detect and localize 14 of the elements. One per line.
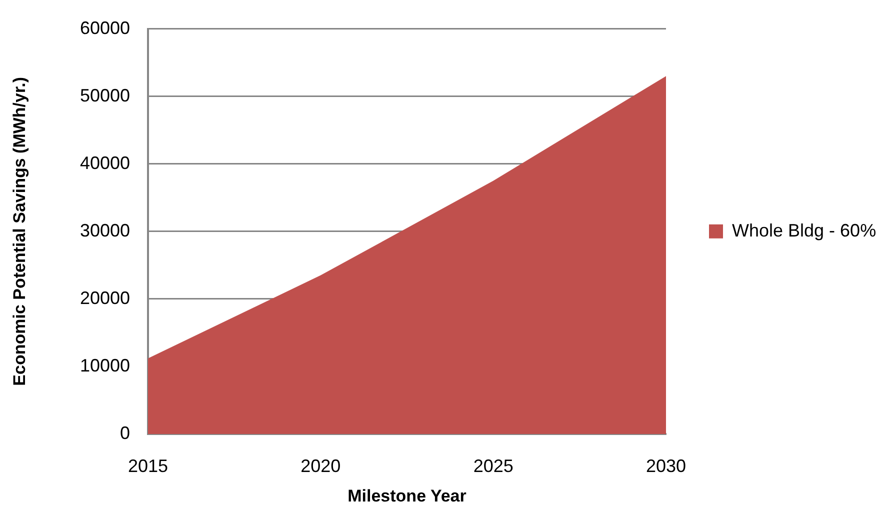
y-tick-label: 30000 — [80, 220, 130, 240]
y-axis-title: Economic Potential Savings (MWh/yr.) — [10, 76, 29, 386]
y-tick-label: 10000 — [80, 355, 130, 376]
x-tick-label: 2030 — [646, 456, 686, 476]
legend-label: Whole Bldg - 60% — [732, 220, 876, 240]
y-tick-label: 0 — [120, 422, 130, 443]
y-tick-label: 50000 — [80, 85, 130, 106]
x-axis-title: Milestone Year — [348, 486, 467, 506]
y-tick-label: 40000 — [80, 152, 130, 173]
x-tick-label: 2015 — [128, 456, 168, 476]
y-tick-label: 60000 — [80, 18, 130, 38]
x-tick-label: 2025 — [473, 456, 514, 476]
y-tick-label: 20000 — [80, 288, 130, 308]
x-tick-label: 2020 — [300, 456, 341, 476]
